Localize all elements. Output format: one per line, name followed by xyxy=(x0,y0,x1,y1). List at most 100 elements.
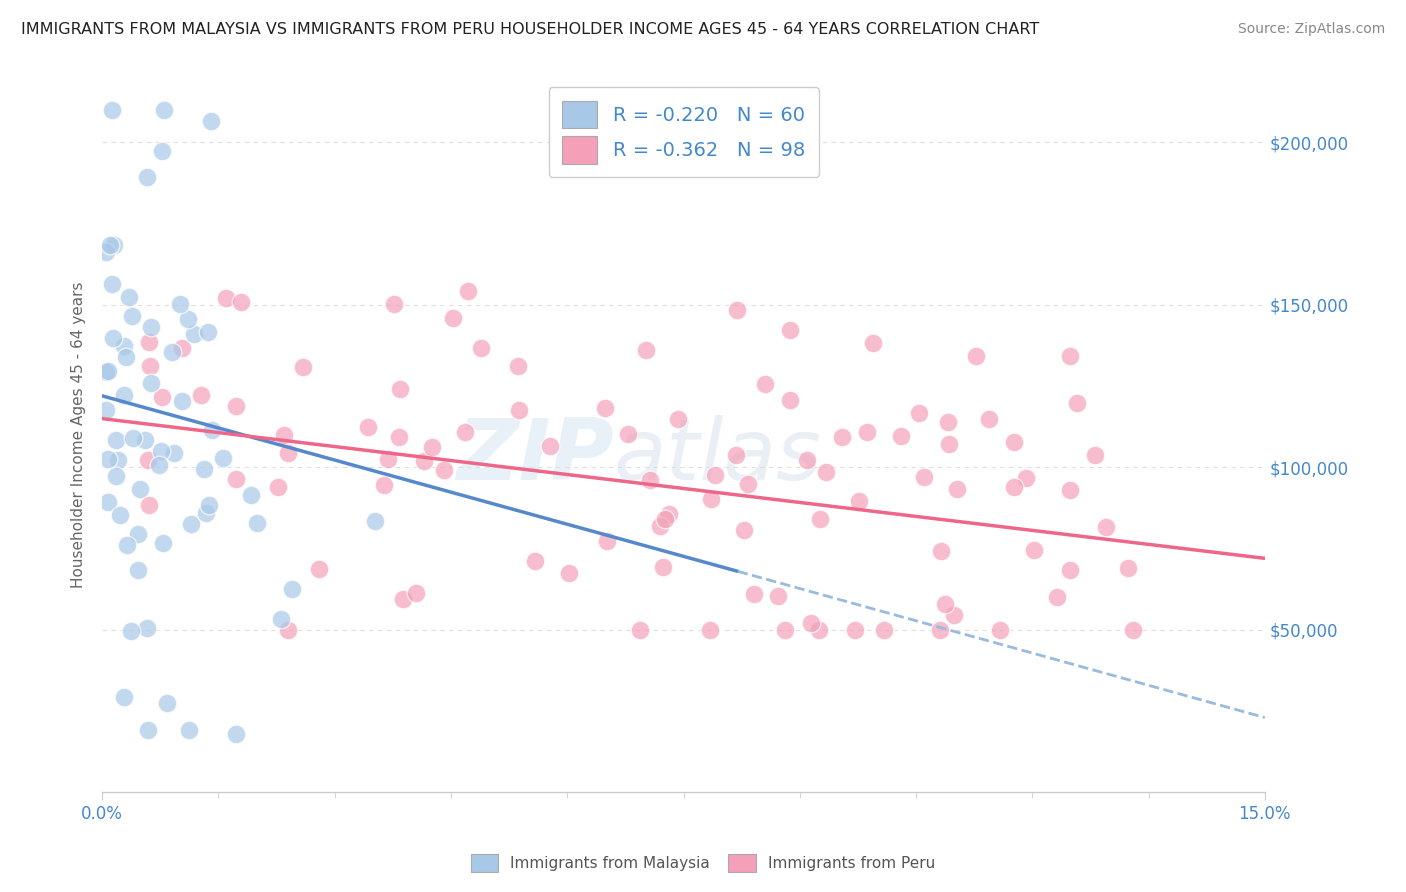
Point xyxy=(163,446,186,460)
Point xyxy=(150,444,173,458)
Point xyxy=(800,615,823,630)
Point xyxy=(844,623,866,637)
Point xyxy=(152,536,174,550)
Point xyxy=(936,415,959,429)
Point xyxy=(177,312,200,326)
Point xyxy=(508,403,530,417)
Point xyxy=(120,624,142,639)
Point xyxy=(1015,471,1038,485)
Point xyxy=(150,390,173,404)
Point xyxy=(1084,448,1107,462)
Point xyxy=(388,382,411,396)
Point xyxy=(94,402,117,417)
Text: atlas: atlas xyxy=(614,415,821,498)
Point xyxy=(277,446,299,460)
Point xyxy=(169,297,191,311)
Point xyxy=(652,560,675,574)
Point xyxy=(97,364,120,378)
Point xyxy=(170,393,193,408)
Point xyxy=(699,623,721,637)
Point xyxy=(1066,396,1088,410)
Legend: R = -0.220   N = 60, R = -0.362   N = 98: R = -0.220 N = 60, R = -0.362 N = 98 xyxy=(548,87,818,178)
Point xyxy=(281,582,304,596)
Point xyxy=(277,623,299,637)
Point xyxy=(141,319,163,334)
Point xyxy=(308,562,330,576)
Point xyxy=(768,589,790,603)
Point xyxy=(373,477,395,491)
Point xyxy=(112,339,135,353)
Point xyxy=(413,454,436,468)
Point xyxy=(942,608,965,623)
Point xyxy=(1095,520,1118,534)
Point xyxy=(617,426,640,441)
Point xyxy=(363,514,385,528)
Point xyxy=(1059,563,1081,577)
Point xyxy=(197,325,219,339)
Point xyxy=(557,566,579,580)
Point xyxy=(658,508,681,522)
Point xyxy=(198,498,221,512)
Point xyxy=(201,423,224,437)
Text: Source: ZipAtlas.com: Source: ZipAtlas.com xyxy=(1237,22,1385,37)
Point xyxy=(225,727,247,741)
Point xyxy=(239,488,262,502)
Point xyxy=(94,244,117,259)
Point xyxy=(211,451,233,466)
Point xyxy=(135,169,157,184)
Point xyxy=(115,350,138,364)
Point xyxy=(172,342,194,356)
Point xyxy=(779,323,801,337)
Point xyxy=(136,452,159,467)
Point xyxy=(121,309,143,323)
Point xyxy=(648,518,671,533)
Point xyxy=(754,377,776,392)
Point xyxy=(1059,483,1081,497)
Point xyxy=(636,343,658,357)
Point xyxy=(136,723,159,738)
Point xyxy=(180,516,202,531)
Point xyxy=(654,512,676,526)
Point xyxy=(291,360,314,375)
Point xyxy=(433,463,456,477)
Point xyxy=(97,494,120,508)
Point xyxy=(377,451,399,466)
Point xyxy=(737,476,759,491)
Point xyxy=(246,516,269,530)
Point xyxy=(831,430,853,444)
Point xyxy=(138,498,160,512)
Point xyxy=(273,428,295,442)
Point xyxy=(215,291,238,305)
Point xyxy=(453,425,475,440)
Point xyxy=(270,612,292,626)
Point xyxy=(1002,434,1025,449)
Point xyxy=(190,388,212,402)
Point xyxy=(928,623,950,637)
Point xyxy=(97,452,120,467)
Legend: Immigrants from Malaysia, Immigrants from Peru: Immigrants from Malaysia, Immigrants fro… xyxy=(463,846,943,880)
Point xyxy=(115,538,138,552)
Point xyxy=(193,462,215,476)
Point xyxy=(103,237,125,252)
Point xyxy=(135,621,157,635)
Point xyxy=(595,534,617,549)
Point xyxy=(856,425,879,440)
Point xyxy=(112,690,135,704)
Point xyxy=(1059,349,1081,363)
Point xyxy=(148,458,170,472)
Point xyxy=(382,297,405,311)
Point xyxy=(965,350,987,364)
Point xyxy=(103,331,125,345)
Point xyxy=(122,431,145,445)
Point xyxy=(1022,542,1045,557)
Point xyxy=(441,310,464,325)
Point xyxy=(101,277,124,291)
Point xyxy=(848,493,870,508)
Point xyxy=(929,544,952,558)
Point xyxy=(1045,590,1067,604)
Point xyxy=(457,284,479,298)
Point xyxy=(796,453,818,467)
Point xyxy=(1002,480,1025,494)
Point xyxy=(183,326,205,341)
Point xyxy=(127,526,149,541)
